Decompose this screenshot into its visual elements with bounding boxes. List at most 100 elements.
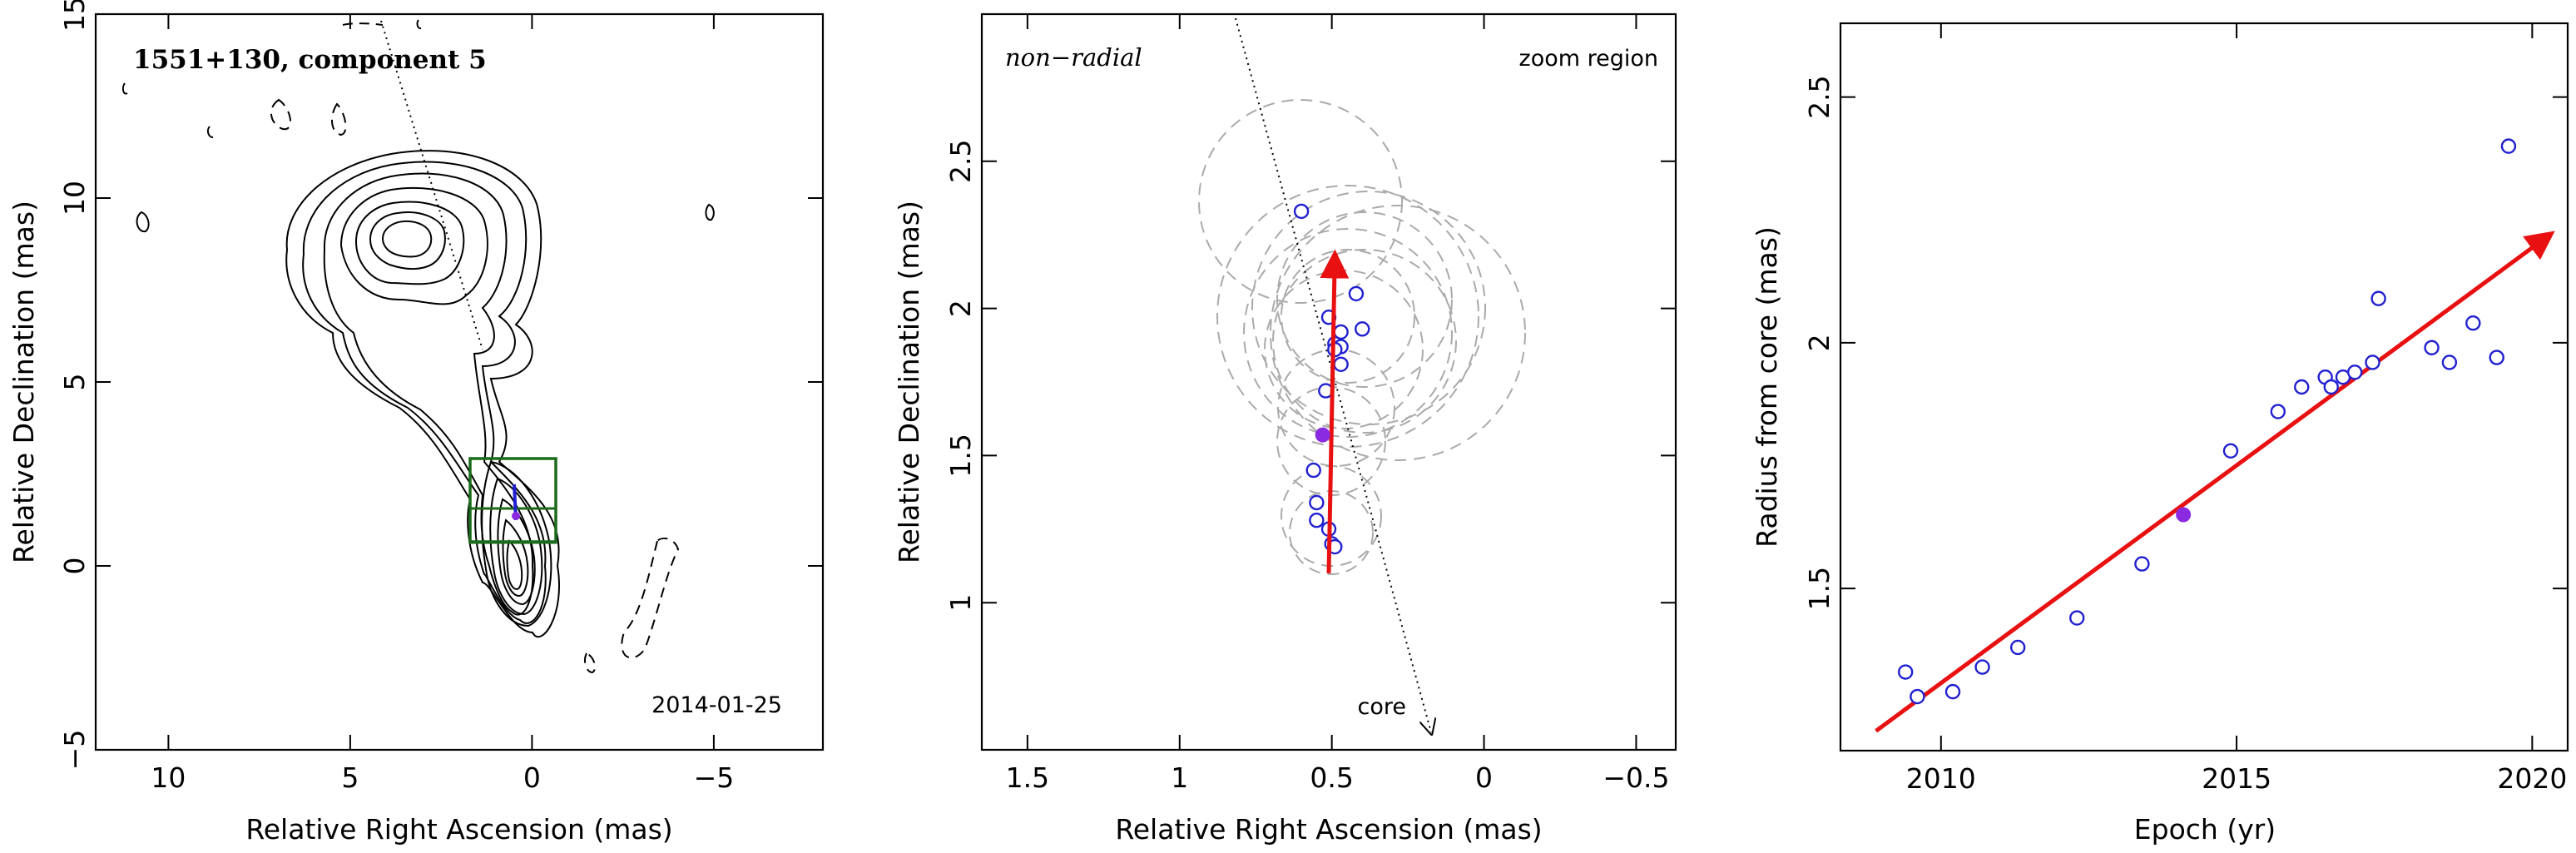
small-contour [136, 211, 150, 233]
panel-contour-map: 10 5 0 −5 −5 0 5 10 15 [7, 0, 825, 846]
contour-level-4 [339, 186, 488, 305]
y-tick-label: 10 [58, 181, 91, 216]
panel-zoom-region: 1.5 1 0.5 0 −0.5 1 1.5 2 2.5 non−radial zoom reg… [893, 12, 1677, 846]
small-contour [705, 203, 715, 221]
x-axis-label: Epoch (yr) [2134, 813, 2276, 846]
contour-core-4 [502, 518, 529, 598]
contour-map [121, 19, 715, 674]
date-annotation: 2014-01-25 [651, 692, 782, 718]
x-tick-label: 5 [341, 761, 359, 794]
x-tick-label: 1.5 [1006, 761, 1049, 794]
data-point [2323, 379, 2339, 395]
panel-radius-vs-epoch: 2010 2015 2020 1.5 2 2.5 Epoch (yr) Radius fr… [1751, 22, 2569, 846]
uncertainty-circle [1270, 205, 1526, 461]
data-point [2134, 556, 2150, 572]
negative-contour [621, 538, 680, 659]
y-tick-label: 2 [944, 300, 977, 317]
plot-frame [94, 12, 825, 751]
x-tick-label: −5 [694, 761, 735, 794]
y-tick-label: 2 [1803, 334, 1835, 351]
y-tick-label: 2.5 [1803, 75, 1835, 118]
data-point [1305, 462, 1321, 479]
highlighted-point [2176, 507, 2192, 523]
contour-level-1 [285, 150, 560, 638]
data-point [1309, 512, 1325, 528]
contour-level-2 [302, 161, 547, 624]
data-point [2370, 290, 2386, 306]
x-tick-label: 10 [151, 761, 186, 794]
core-label: core [1358, 694, 1406, 720]
data-point [2294, 379, 2310, 395]
x-tick-label: 0.5 [1310, 761, 1353, 794]
x-tick-label: 0 [1475, 761, 1493, 794]
data-point [2441, 355, 2458, 370]
y-axis-label: Relative Declination (mas) [7, 201, 40, 563]
contour-level-5 [354, 201, 465, 285]
y-tick-label: −5 [58, 730, 91, 771]
negative-contour [584, 652, 597, 674]
axis-ticks: 1.5 1 0.5 0 −0.5 1 1.5 2 2.5 [944, 14, 1676, 794]
negative-contour [270, 98, 291, 131]
highlighted-point [1315, 427, 1330, 443]
x-tick-label: 0 [523, 761, 541, 794]
small-contour [121, 82, 128, 95]
data-point [2346, 365, 2363, 380]
data-point [2069, 610, 2085, 626]
non-radial-annotation: non−radial [1005, 43, 1142, 72]
small-contour [416, 19, 422, 30]
contour-core-5 [506, 539, 523, 591]
data-point [2465, 315, 2481, 331]
y-axis-label: Radius from core (mas) [1751, 226, 1783, 548]
axis-ticks: 10 5 0 −5 −5 0 5 10 15 [58, 0, 823, 794]
data-point [1333, 356, 1349, 372]
uncertainty-circle [1276, 211, 1453, 388]
negative-contour [331, 102, 347, 136]
x-axis-label: Relative Right Ascension (mas) [245, 813, 672, 846]
plot-frame [1839, 22, 2569, 752]
contour-level-7 [381, 220, 433, 258]
data-point [1974, 659, 1990, 675]
contour-level-6 [369, 211, 446, 270]
uncertainty-circles [1198, 99, 1526, 575]
data-point [2489, 350, 2504, 365]
data-point [1355, 321, 1370, 337]
data-point [2424, 340, 2440, 355]
y-tick-label: 1.5 [944, 434, 977, 477]
radius-points [1897, 138, 2517, 705]
x-tick-label: −0.5 [1603, 761, 1669, 794]
component-marker [512, 512, 520, 520]
plot-frame [980, 12, 1677, 751]
zoom-box-lower [468, 507, 557, 544]
y-tick-label: 1 [944, 594, 977, 612]
projection-line [380, 20, 483, 350]
y-tick-label: 1.5 [1803, 567, 1835, 610]
data-point [2365, 355, 2380, 370]
uncertainty-circle [1272, 249, 1457, 434]
x-axis-label: Relative Right Ascension (mas) [1115, 813, 1542, 846]
contour-core-3 [497, 498, 536, 606]
zoom-region-annotation: zoom region [1519, 46, 1658, 72]
fit-arrow [1875, 231, 2555, 733]
motion-arrow [1320, 249, 1350, 573]
x-tick-label: 1 [1171, 761, 1188, 794]
uncertainty-circle [1243, 228, 1453, 438]
x-tick-label: 2020 [2497, 762, 2567, 795]
data-point [2500, 138, 2517, 154]
axis-ticks: 2010 2015 2020 1.5 2 2.5 [1803, 23, 2568, 795]
uncertainty-circle [1198, 99, 1403, 304]
data-point [1944, 683, 1961, 700]
y-axis-label: Relative Declination (mas) [893, 201, 925, 563]
panel-title: 1551+130, component 5 [133, 45, 487, 75]
small-contour [206, 126, 214, 138]
contour-core-1 [481, 460, 552, 627]
x-tick-label: 2015 [2202, 762, 2271, 795]
negative-contour [342, 22, 384, 26]
data-point [2222, 443, 2239, 459]
y-tick-label: 2.5 [944, 140, 977, 183]
core-direction-line [1235, 17, 1431, 732]
y-tick-label: 5 [58, 374, 91, 391]
y-tick-label: 0 [58, 558, 91, 575]
x-tick-label: 2010 [1906, 762, 1976, 795]
data-point [1309, 494, 1325, 511]
